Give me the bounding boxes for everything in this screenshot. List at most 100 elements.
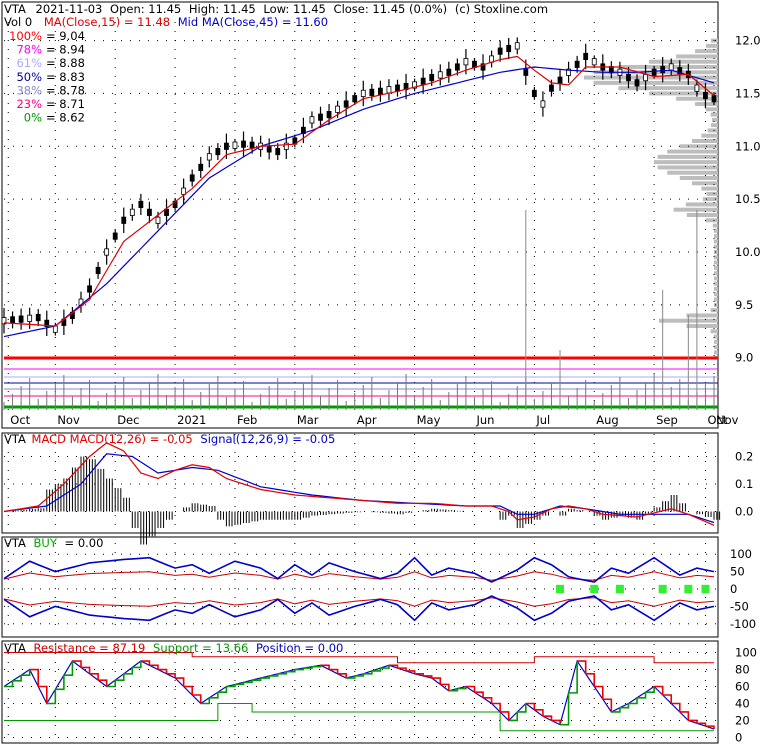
price-xtick-label: Nov: [57, 413, 80, 427]
position-step: [38, 685, 48, 704]
fib-legend-value: = 8.71: [46, 97, 85, 111]
buy-lower-band: [3, 595, 715, 622]
macd-panel-frame: [1, 432, 719, 534]
profile-bar: [711, 117, 718, 122]
profile-bar: [714, 350, 718, 355]
position-step: [192, 694, 202, 704]
position-step: [329, 668, 339, 674]
sup-label: Support = 13.66: [153, 641, 248, 655]
profile-bar: [685, 202, 718, 207]
candle-body: [514, 42, 520, 50]
candle-body: [35, 313, 41, 322]
profile-bar: [657, 154, 718, 159]
candle-body: [360, 89, 366, 97]
position-step: [55, 675, 65, 691]
candle-body: [224, 142, 229, 150]
position-step: [46, 689, 57, 705]
candle-body: [668, 63, 674, 71]
position-step: [440, 683, 450, 691]
position-step: [645, 686, 655, 693]
position-step: [115, 673, 125, 681]
candle-body: [335, 105, 341, 113]
res-ytick-label: 80: [735, 663, 750, 677]
profile-bar: [714, 244, 718, 249]
profile-bar: [714, 345, 718, 350]
ma15-line: [3, 55, 715, 327]
price-panel: 12.011.511.010.510.09.59.0 Oct Nov Dec 2021…: [1, 1, 761, 429]
profile-bar: [691, 139, 718, 143]
candle-body: [352, 95, 358, 103]
ma45-line: [3, 66, 715, 338]
candle-body: [52, 325, 58, 333]
macd-ticker: VTA: [4, 432, 26, 446]
candle-body: [309, 116, 315, 124]
profile-bar: [691, 181, 718, 186]
res-ytick-label: 20: [735, 713, 750, 727]
candle-body: [660, 66, 666, 74]
fib-legend-value: = 8.62: [46, 111, 85, 125]
ma15-legend: MA(Close,15) = 11.48: [44, 15, 170, 29]
candle-body: [591, 58, 597, 66]
profile-bar: [705, 107, 718, 112]
candle-body: [429, 74, 435, 82]
buy-signal-bar: [684, 584, 693, 594]
fib-legend-value: = 8.94: [46, 43, 85, 57]
buy-signal-bar: [701, 584, 710, 594]
buy-ytick-label: 100: [730, 547, 752, 561]
candle-body: [104, 248, 110, 256]
buy-upper-band: [3, 556, 715, 583]
res-ytick-label: 60: [735, 680, 750, 694]
position-step: [594, 685, 604, 700]
position-step: [397, 667, 407, 671]
buy-panel-frame: [1, 536, 719, 638]
profile-bar: [713, 239, 718, 244]
profile-bar: [673, 207, 718, 212]
price-xtick-label: 2021: [177, 413, 206, 427]
profile-bar: [714, 276, 718, 281]
candle-body: [189, 174, 195, 182]
position-step: [183, 685, 193, 695]
profile-bar: [618, 65, 718, 69]
low-label: Low: 11.45: [263, 2, 325, 16]
position-step: [671, 702, 681, 712]
candle-body: [711, 95, 717, 103]
position-step: [29, 668, 40, 687]
position-step: [21, 669, 31, 676]
price-xtick-label: Dec: [117, 413, 139, 427]
position-step: [585, 672, 596, 687]
position-step: [654, 685, 664, 695]
position-step: [380, 665, 390, 669]
price-ytick-label: 10.5: [735, 192, 761, 206]
fib-legend-value: = 8.78: [46, 83, 85, 97]
position-step: [688, 719, 698, 724]
position-step: [132, 661, 142, 669]
buy-ytick-label: 0: [730, 582, 737, 596]
position-step: [149, 664, 159, 670]
candle-body: [87, 285, 92, 293]
price-xtick-label: Mar: [297, 413, 319, 427]
fibonacci-lines: [4, 356, 718, 409]
resistance-panel-frame: [1, 640, 719, 744]
support-line: [4, 703, 714, 732]
candle-body: [386, 86, 392, 94]
candle-body: [369, 88, 375, 96]
candle-body: [531, 89, 537, 97]
fib-legend-value: = 8.83: [46, 70, 85, 84]
profile-bar: [714, 260, 718, 265]
candle-body: [377, 87, 383, 95]
profile-bar: [676, 96, 718, 101]
signal-line: [3, 453, 715, 524]
position-step: [483, 697, 493, 704]
position-step: [517, 703, 527, 713]
profile-bar: [706, 191, 718, 196]
candle-body: [44, 319, 50, 327]
copyright-label: (c) Stoxline.com: [455, 2, 548, 16]
signal-value: Signal(12,26,9) = -0.05: [200, 432, 335, 446]
position-step: [534, 709, 544, 717]
price-candles: [1, 37, 717, 337]
price-panel-frame: [1, 1, 719, 429]
candle-body: [138, 200, 144, 208]
profile-bar: [649, 91, 718, 96]
candle-body: [10, 316, 15, 324]
volume-label: Vol 0: [4, 15, 32, 29]
